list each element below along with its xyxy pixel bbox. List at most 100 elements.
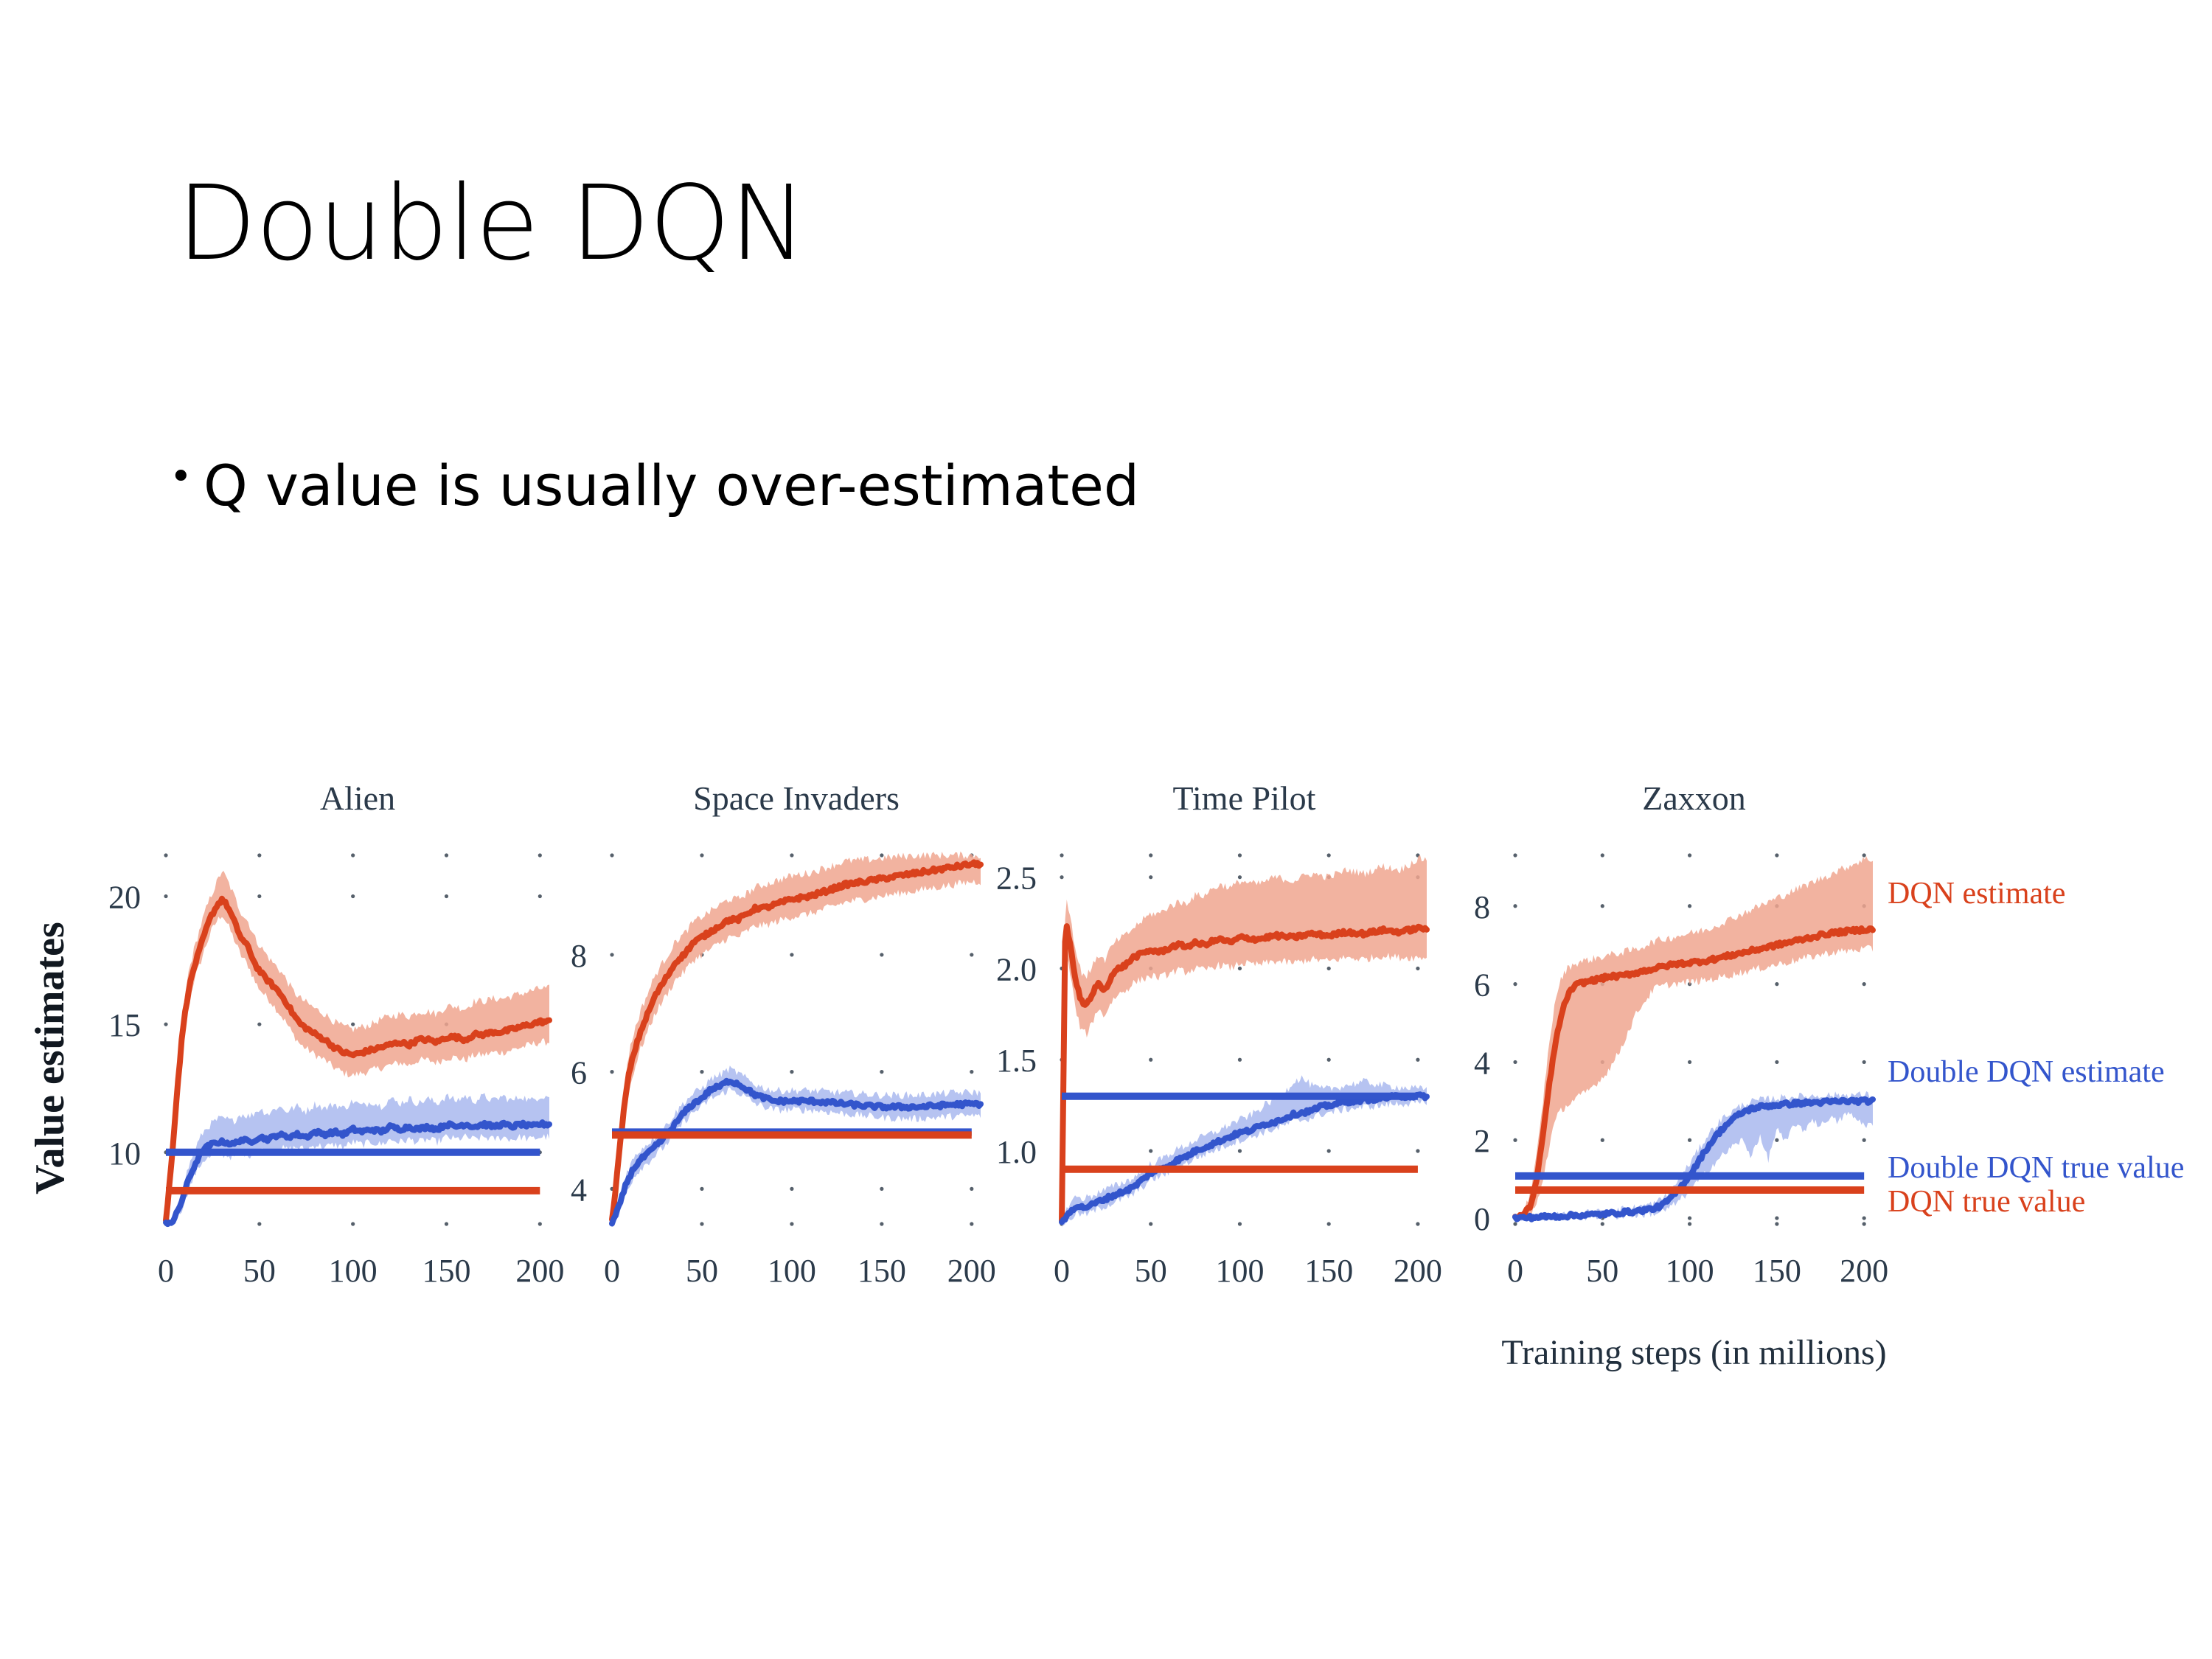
legend-label: DQN estimate bbox=[1888, 877, 2065, 911]
confidence-band bbox=[166, 871, 549, 1225]
x-tick-label: 200 bbox=[947, 1253, 996, 1289]
x-tick-label: 100 bbox=[329, 1253, 378, 1289]
series-line bbox=[1512, 1096, 1876, 1222]
grid-dot bbox=[257, 1222, 262, 1226]
y-axis-label: Value estimates bbox=[27, 922, 73, 1194]
x-tick-label: 50 bbox=[243, 1253, 276, 1289]
grid-dot bbox=[538, 1222, 542, 1226]
grid-dot bbox=[700, 1222, 704, 1226]
x-tick-label: 50 bbox=[1135, 1253, 1167, 1289]
confidence-band bbox=[612, 851, 981, 1224]
confidence-band bbox=[612, 1065, 981, 1225]
grid-dot bbox=[351, 1222, 355, 1226]
panel-title: Time Pilot bbox=[1173, 779, 1316, 817]
chart-panel-time-pilot: Time Pilot 1.0 1.5 2.0 2.5 0 50 100 150 200 bbox=[996, 779, 1442, 1289]
x-tick-label: 0 bbox=[158, 1253, 174, 1289]
grid-dot bbox=[257, 894, 262, 899]
grid-dot bbox=[1149, 875, 1153, 880]
y-tick-label: 2.0 bbox=[996, 951, 1037, 987]
grid-dot bbox=[164, 894, 168, 899]
grid-dot bbox=[1416, 966, 1420, 971]
confidence-band bbox=[1062, 1075, 1427, 1228]
grid-dot bbox=[1326, 853, 1331, 858]
grid-dot bbox=[790, 953, 794, 957]
y-tick-label: 1.5 bbox=[996, 1043, 1037, 1079]
grid-dot bbox=[351, 894, 355, 899]
grid-dot bbox=[1326, 1057, 1331, 1062]
grid-dot bbox=[880, 1222, 884, 1226]
series-line bbox=[1059, 1091, 1430, 1225]
page-title: Double DQN bbox=[177, 164, 807, 284]
chart-panel-zaxxon: Zaxxon 0 2 4 6 8 0 50 100 150 200 bbox=[1474, 779, 1888, 1289]
legend-label: DQN true value bbox=[1888, 1185, 2085, 1219]
y-tick-label: 8 bbox=[1474, 889, 1490, 925]
x-tick-label: 100 bbox=[1215, 1253, 1264, 1289]
grid-dot bbox=[1416, 1057, 1420, 1062]
grid-dot bbox=[444, 1222, 449, 1226]
grid-dot bbox=[1237, 1057, 1242, 1062]
grid-dot bbox=[1326, 1149, 1331, 1153]
grid-dot bbox=[610, 953, 614, 957]
grid-dot bbox=[1149, 1149, 1153, 1153]
x-tick-label: 150 bbox=[858, 1253, 906, 1289]
grid-dot bbox=[1237, 966, 1242, 971]
grid-dot bbox=[1862, 853, 1866, 858]
grid-dot bbox=[1416, 1149, 1420, 1153]
grid-dot bbox=[1326, 966, 1331, 971]
x-tick-label: 200 bbox=[515, 1253, 564, 1289]
grid-dot bbox=[700, 853, 704, 858]
grid-dot bbox=[1687, 1138, 1692, 1142]
grid-dot bbox=[1775, 982, 1779, 987]
x-tick-label: 100 bbox=[768, 1253, 816, 1289]
grid-dot bbox=[1149, 1222, 1153, 1226]
grid-dot bbox=[790, 1186, 794, 1191]
grid-dot bbox=[164, 1022, 168, 1026]
y-tick-label: 4 bbox=[571, 1172, 587, 1208]
grid-dot bbox=[1862, 982, 1866, 987]
bullet-text: Q value is usually over-estimated bbox=[204, 453, 1140, 518]
x-tick-label: 0 bbox=[1054, 1253, 1070, 1289]
grid-dot bbox=[790, 1070, 794, 1074]
grid-dot bbox=[1687, 853, 1692, 858]
y-tick-label: 10 bbox=[108, 1135, 141, 1172]
x-tick-label: 50 bbox=[686, 1253, 718, 1289]
y-tick-label: 15 bbox=[108, 1007, 141, 1043]
chart-panel-space-invaders: Space Invaders 4 6 8 0 50 100 150 200 bbox=[571, 779, 996, 1289]
grid-dot bbox=[1862, 1138, 1866, 1142]
x-tick-label: 0 bbox=[604, 1253, 620, 1289]
series-line bbox=[609, 859, 984, 1222]
grid-dot bbox=[1775, 1222, 1779, 1226]
panel-title: Alien bbox=[320, 779, 395, 817]
panel-title: Zaxxon bbox=[1642, 779, 1746, 817]
y-tick-label: 4 bbox=[1474, 1045, 1490, 1081]
grid-dot bbox=[1513, 853, 1517, 858]
grid-dot bbox=[1600, 1138, 1604, 1142]
grid-dot bbox=[700, 1186, 704, 1191]
y-tick-label: 6 bbox=[1474, 967, 1490, 1004]
list-item: • Q value is usually over-estimated bbox=[170, 453, 1939, 518]
grid-dot bbox=[970, 1222, 974, 1226]
x-tick-label: 0 bbox=[1507, 1253, 1523, 1289]
grid-dot bbox=[1513, 982, 1517, 987]
confidence-band bbox=[1062, 855, 1427, 1224]
grid-dot bbox=[1687, 1216, 1692, 1220]
grid-dot bbox=[538, 894, 542, 899]
y-tick-label: 2.5 bbox=[996, 860, 1037, 897]
bullet-marker-icon: • bbox=[170, 455, 192, 499]
grid-dot bbox=[1237, 1149, 1242, 1153]
grid-dot bbox=[700, 1070, 704, 1074]
grid-dot bbox=[790, 853, 794, 858]
grid-dot bbox=[351, 853, 355, 858]
grid-dot bbox=[1600, 1222, 1604, 1226]
grid-dot bbox=[1326, 1222, 1331, 1226]
grid-dot bbox=[880, 953, 884, 957]
grid-dot bbox=[1862, 1060, 1866, 1065]
grid-dot bbox=[1775, 1216, 1779, 1220]
grid-dot bbox=[610, 1070, 614, 1074]
grid-dot bbox=[444, 894, 449, 899]
grid-dot bbox=[880, 1186, 884, 1191]
legend-label: Double DQN true value bbox=[1888, 1151, 2184, 1185]
grid-dot bbox=[164, 853, 168, 858]
grid-dot bbox=[1513, 1060, 1517, 1065]
